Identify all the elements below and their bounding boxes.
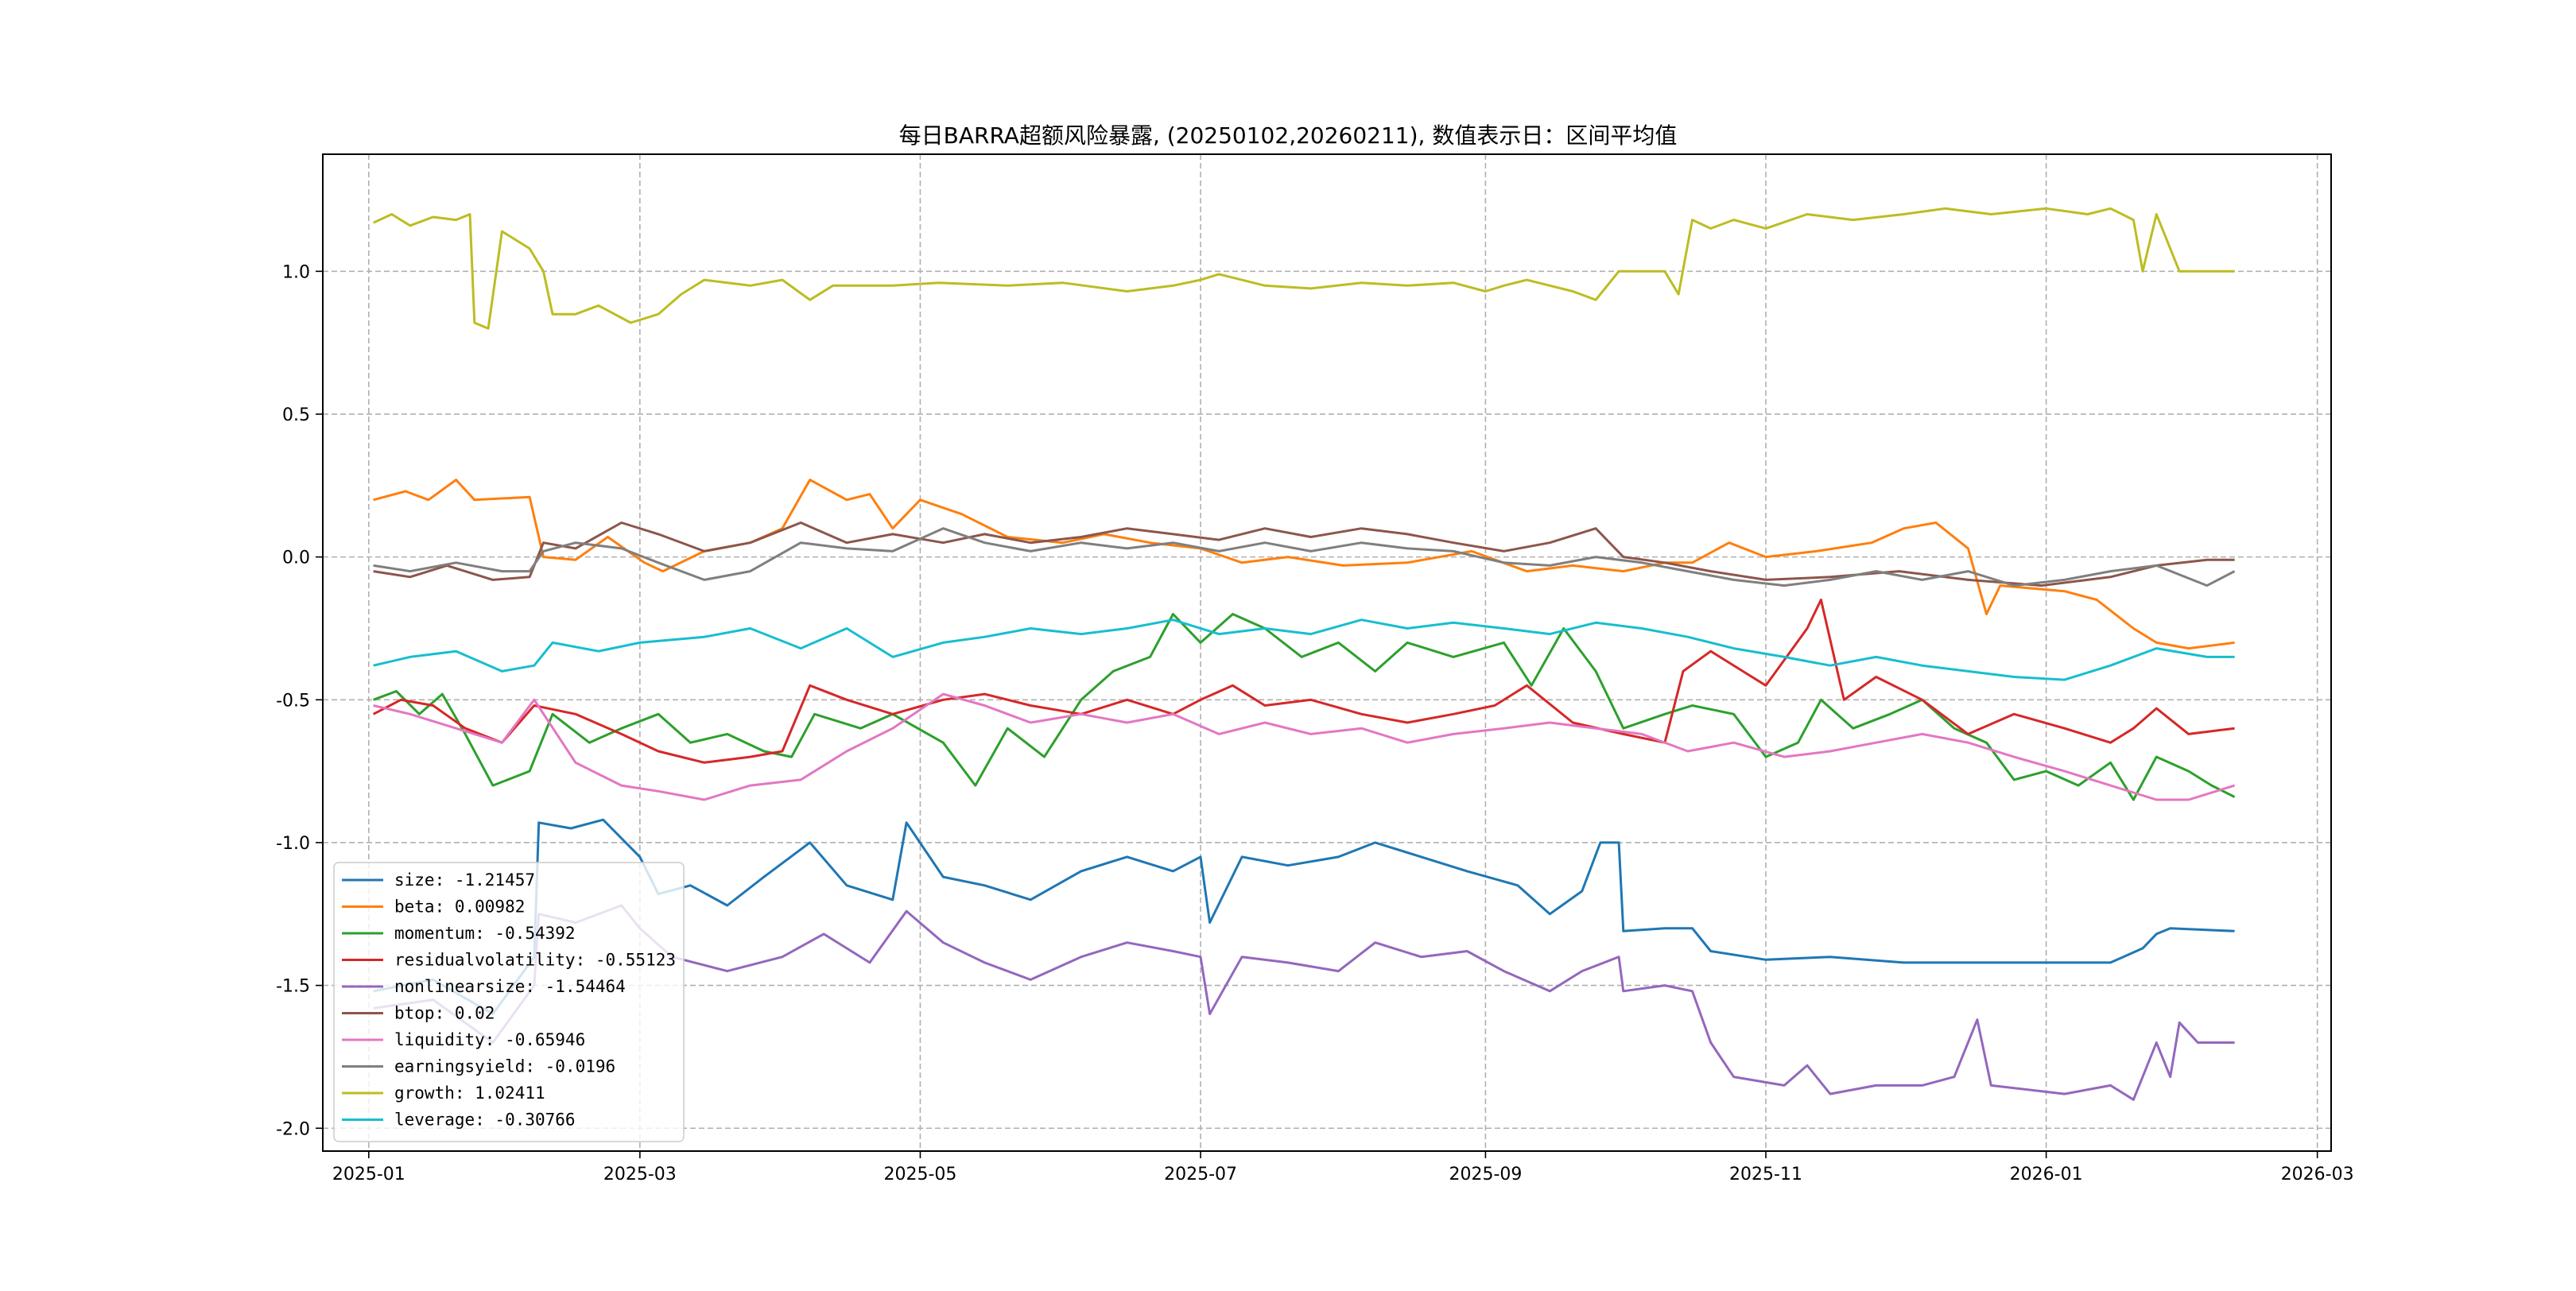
- legend-label-momentum: momentum: -0.54392: [394, 924, 576, 943]
- x-tick-label: 2025-07: [1164, 1165, 1237, 1184]
- x-tick-label: 2026-03: [2281, 1165, 2354, 1184]
- legend-label-growth: growth: 1.02411: [394, 1084, 545, 1103]
- y-tick-label: -1.5: [276, 977, 310, 997]
- series-line-residualvolatility: [372, 599, 2235, 764]
- series-line-btop: [373, 521, 2235, 587]
- x-tick-label: 2025-09: [1449, 1165, 1522, 1184]
- series-line-growth: [372, 207, 2235, 330]
- legend-label-beta: beta: 0.00982: [394, 897, 525, 917]
- x-tick-label: 2025-05: [883, 1165, 956, 1184]
- x-tick-label: 2025-01: [332, 1165, 405, 1184]
- x-tick-label: 2025-11: [1729, 1165, 1802, 1184]
- chart-title: 每日BARRA超额风险暴露, (20250102,20260211), 数值表示…: [899, 122, 1678, 149]
- legend-label-nonlinearsize: nonlinearsize: -1.54464: [394, 977, 626, 996]
- y-tick-label: -1.0: [276, 834, 310, 854]
- legend-label-residualvolatility: residualvolatility: -0.55123: [394, 951, 676, 970]
- series-line-nonlinearsize: [373, 904, 2235, 1101]
- y-axis: 1.0 0.5 0.0 -0.5 -1.0 -1.5 -2.0: [276, 262, 323, 1139]
- legend-label-size: size: -1.21457: [394, 870, 535, 890]
- series-line-liquidity: [373, 692, 2236, 801]
- legend: size: -1.21457 beta: 0.00982 momentum: -0.…: [333, 862, 685, 1142]
- y-tick-label: 1.0: [282, 262, 310, 282]
- x-axis: 2025-01 2025-03 2025-05 2025-07 2025-09 2025-…: [332, 1151, 2354, 1184]
- y-tick-label: -2.0: [276, 1119, 310, 1139]
- legend-label-btop: btop: 0.02: [394, 1004, 495, 1023]
- y-tick-label: 0.5: [282, 405, 310, 425]
- series-line-beta: [373, 479, 2235, 650]
- series-line-leverage: [373, 618, 2235, 681]
- legend-label-leverage: leverage: -0.30766: [394, 1111, 576, 1130]
- series-line-earningsyield: [373, 527, 2236, 587]
- plot-area-frame: [322, 153, 2332, 1152]
- x-tick-label: 2026-01: [2010, 1165, 2083, 1184]
- legend-label-earningsyield: earningsyield: -0.0196: [394, 1057, 615, 1076]
- x-tick-label: 2025-03: [603, 1165, 677, 1184]
- legend-box: [333, 862, 685, 1142]
- legend-label-liquidity: liquidity: -0.65946: [394, 1030, 585, 1049]
- y-tick-label: -0.5: [276, 691, 310, 711]
- y-tick-label: 0.0: [282, 549, 310, 568]
